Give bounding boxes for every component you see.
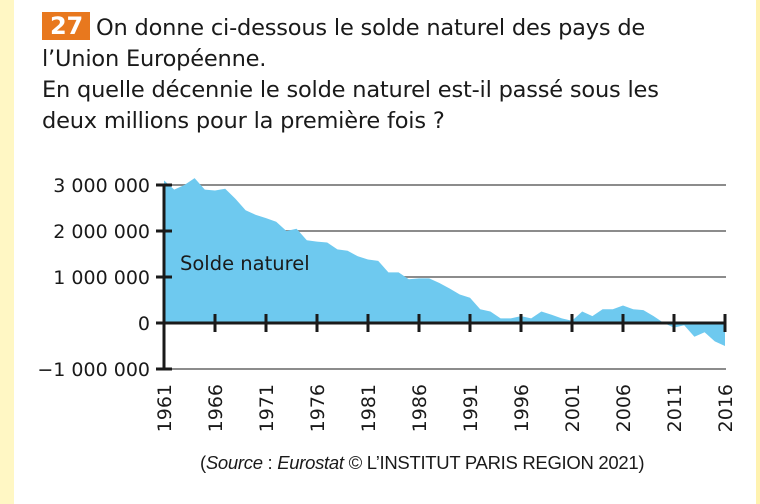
y-tick-label: 3 000 000	[53, 175, 150, 197]
page-margin-strip-right	[756, 0, 760, 504]
x-tick-label: 1976	[307, 384, 329, 432]
x-tick-label: 1971	[256, 384, 278, 432]
source-separator: :	[262, 452, 278, 473]
x-tick-label: 2001	[562, 384, 584, 432]
source-caption: (Source : Eurostat © L’INSTITUT PARIS RE…	[200, 452, 645, 474]
x-tick-label: 1991	[460, 384, 482, 432]
source-open-paren: (	[200, 452, 206, 473]
series-label: Solde naturel	[180, 252, 310, 275]
question-line-3: En quelle décennie le solde naturel est-…	[42, 77, 659, 103]
x-tick-label: 2016	[715, 384, 737, 432]
x-tick-labels: 1961 1966 1971 1976 1981 1986 1991 1996 2001 2006…	[154, 384, 737, 432]
y-tick-labels: 3 000 000 2 000 000 1 000 000 0 −1 000 000	[37, 175, 150, 381]
area-solde-naturel	[164, 178, 725, 346]
y-tick-label: 0	[138, 313, 150, 335]
x-tick-label: 2011	[664, 384, 686, 432]
y-tick-label: −1 000 000	[37, 359, 150, 381]
question-line-4: deux millions pour la première fois ?	[42, 108, 445, 134]
source-provider: Eurostat	[277, 452, 344, 473]
question-line-1: On donne ci-dessous le solde naturel des…	[96, 15, 646, 41]
axes	[156, 183, 727, 371]
x-tick-label: 2006	[613, 384, 635, 432]
x-tick-label: 1996	[511, 384, 533, 432]
question-line-2: l’Union Européenne.	[42, 46, 267, 72]
exercise-question: 27 On donne ci-dessous le solde naturel d…	[42, 12, 742, 137]
source-credit: © L’INSTITUT PARIS REGION 2021)	[343, 452, 645, 473]
source-word: Source	[205, 452, 263, 473]
exercise-number-badge: 27	[42, 12, 90, 40]
x-tick-label: 1981	[358, 384, 380, 432]
x-tick-label: 1986	[409, 384, 431, 432]
x-tick-label: 1966	[205, 384, 227, 432]
page-margin-strip	[0, 0, 14, 504]
y-tick-label: 1 000 000	[53, 267, 150, 289]
x-tick-label: 1961	[154, 384, 176, 432]
y-tick-label: 2 000 000	[53, 221, 150, 243]
